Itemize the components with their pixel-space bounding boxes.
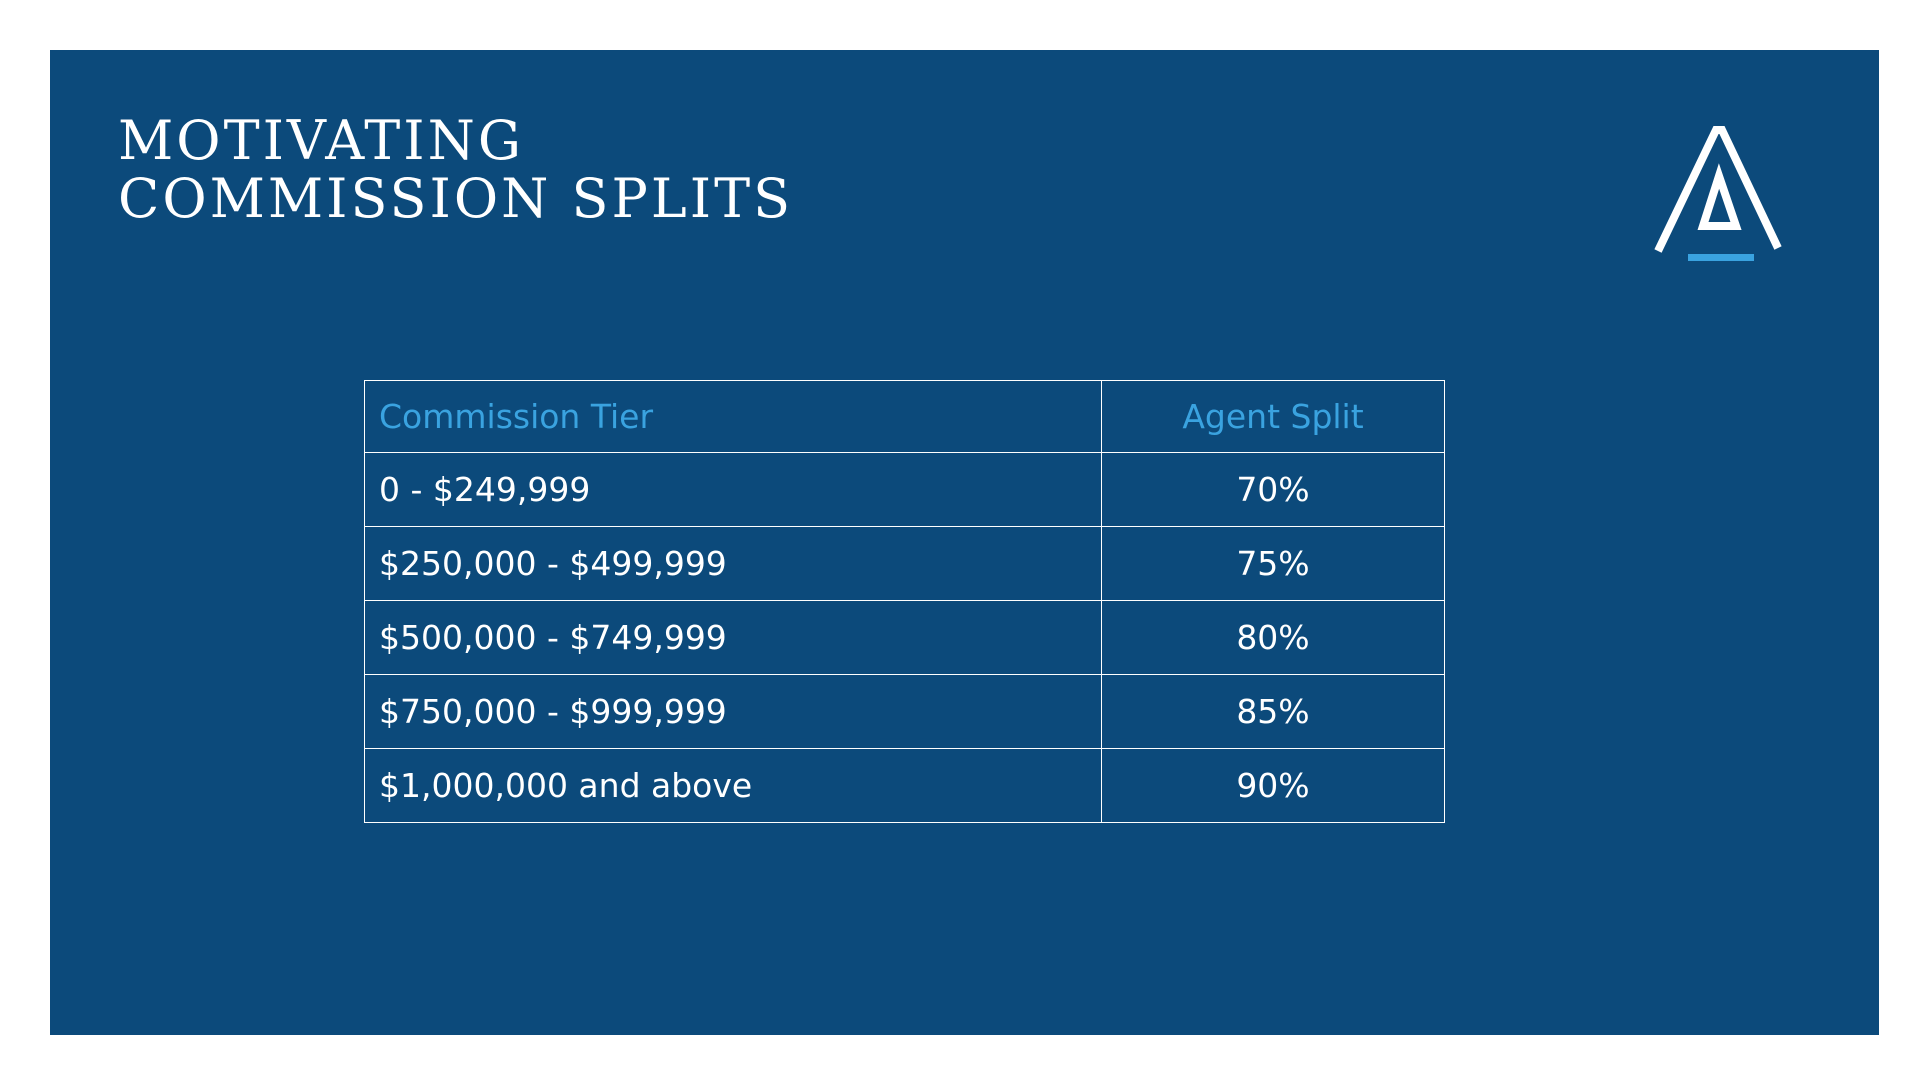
tier-cell: $500,000 - $749,999: [364, 600, 1102, 675]
triangle-a-logo-icon: [1654, 126, 1782, 261]
tier-cell: $750,000 - $999,999: [364, 674, 1102, 749]
table-header-row: Commission Tier Agent Split: [364, 380, 1445, 453]
tier-cell: $250,000 - $499,999: [364, 526, 1102, 601]
slide-title: MOTIVATING COMMISSION SPLITS: [118, 112, 793, 228]
split-cell: 90%: [1101, 748, 1445, 823]
title-line-2: COMMISSION SPLITS: [118, 167, 794, 230]
split-cell: 75%: [1101, 526, 1445, 601]
split-cell: 85%: [1101, 674, 1445, 749]
header-commission-tier: Commission Tier: [364, 380, 1102, 453]
header-agent-split: Agent Split: [1101, 380, 1445, 453]
table-row: $750,000 - $999,999 85%: [364, 674, 1445, 749]
table-row: 0 - $249,999 70%: [364, 452, 1445, 527]
tier-cell: 0 - $249,999: [364, 452, 1102, 527]
split-cell: 80%: [1101, 600, 1445, 675]
slide: MOTIVATING COMMISSION SPLITS Commission …: [50, 50, 1879, 1035]
table-row: $1,000,000 and above 90%: [364, 748, 1445, 823]
table-row: $500,000 - $749,999 80%: [364, 600, 1445, 675]
table-row: $250,000 - $499,999 75%: [364, 526, 1445, 601]
title-line-1: MOTIVATING: [118, 109, 525, 172]
tier-cell: $1,000,000 and above: [364, 748, 1102, 823]
split-cell: 70%: [1101, 452, 1445, 527]
commission-table: Commission Tier Agent Split 0 - $249,999…: [364, 380, 1445, 823]
